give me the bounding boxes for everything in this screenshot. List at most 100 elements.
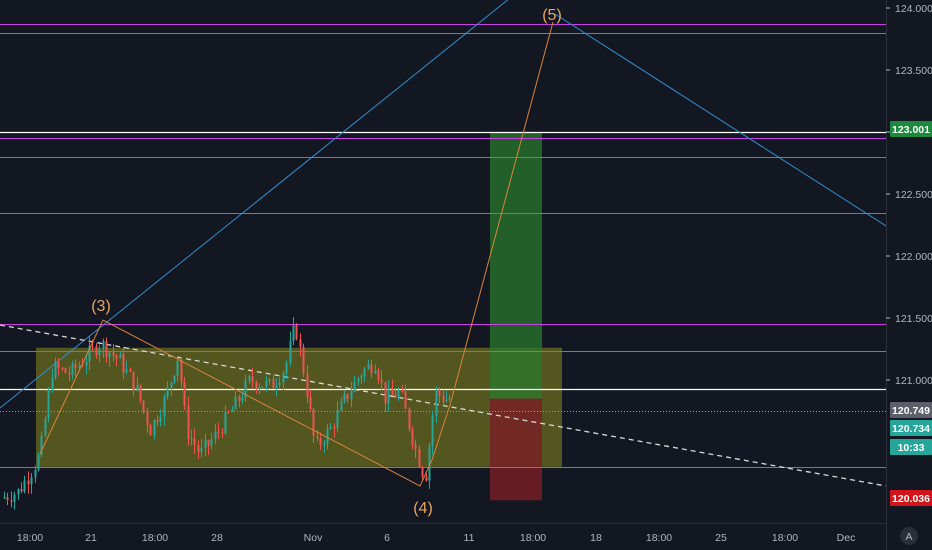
candle-body [156, 420, 159, 422]
plot-area: (3) (4) (5) [0, 0, 886, 517]
candle-body [421, 467, 424, 477]
candle-body [217, 431, 220, 433]
candle-body [438, 389, 441, 396]
candle-body [10, 500, 13, 502]
price-tag-label: 120.749 [892, 405, 930, 417]
candle-body [397, 390, 400, 398]
candle-body [180, 360, 183, 383]
candle-body [163, 396, 166, 417]
time-tick-label: Nov [304, 532, 323, 544]
candle-body [54, 361, 57, 378]
candle-body [146, 410, 149, 426]
candle-body [282, 373, 285, 383]
candle-body [125, 369, 128, 373]
price-tag [890, 439, 932, 455]
candle-body [115, 355, 118, 359]
wave-label: (4) [413, 500, 433, 517]
candle-body [27, 480, 30, 485]
candle-body [380, 379, 383, 383]
candle-body [98, 348, 101, 356]
candle-body [136, 385, 139, 391]
candle-body [353, 381, 356, 392]
candle-body [346, 393, 349, 400]
candle-body [360, 376, 363, 379]
price-tick-label: 124.000 [895, 3, 932, 15]
candle-body [289, 340, 292, 363]
candle-body [244, 380, 247, 398]
candle-body [418, 448, 421, 468]
candle-body [312, 409, 315, 436]
candle-body [445, 399, 448, 402]
candle-body [401, 390, 404, 392]
candle-body [153, 420, 156, 436]
candle-body [329, 426, 332, 430]
candle-body [363, 368, 366, 377]
candle-body [234, 396, 237, 410]
wave-label: (5) [542, 7, 562, 24]
time-tick-label: 28 [211, 532, 223, 544]
candle-body [265, 380, 268, 387]
candle-body [112, 352, 115, 356]
price-tag [890, 420, 932, 436]
candle-body [187, 405, 190, 440]
candle-body [207, 440, 210, 446]
candle-body [340, 401, 343, 411]
candle-body [302, 347, 305, 374]
candle-body [367, 364, 370, 369]
candle-body [299, 339, 302, 348]
candle-body [350, 391, 353, 400]
time-tick-label: 11 [464, 532, 475, 544]
time-tick-label: 18:00 [142, 532, 168, 544]
trend-line [0, 0, 509, 409]
candle-body [227, 411, 230, 413]
candle-body [231, 409, 234, 412]
candle-body [428, 445, 431, 481]
candle-body [333, 426, 336, 428]
candle-body [323, 444, 326, 446]
candle-body [17, 489, 20, 495]
price-tag-label: 120.036 [892, 493, 930, 505]
price-tick-label: 122.500 [895, 189, 932, 201]
auto-scale-button[interactable] [900, 527, 918, 545]
candle-body [91, 346, 94, 348]
candle-body [37, 455, 40, 470]
candle-body [374, 370, 377, 374]
candle-body [448, 398, 451, 400]
candle-body [139, 385, 142, 401]
price-tag-label: 120.734 [892, 423, 930, 435]
candle-body [278, 382, 281, 386]
candle-body [248, 376, 251, 381]
candle-body [64, 368, 67, 374]
target-zone [490, 132, 542, 399]
candle-body [166, 387, 169, 397]
price-tag [890, 490, 932, 506]
candle-body [149, 425, 152, 436]
price-tick-label: 121.500 [895, 313, 932, 325]
candle-body [377, 370, 380, 380]
candle-body [309, 396, 312, 410]
candle-body [425, 476, 428, 481]
candle-body [132, 371, 135, 391]
candle-body [292, 325, 295, 341]
trend-line [554, 13, 886, 227]
candle-body [391, 388, 394, 395]
candle-body [275, 385, 278, 388]
candle-body [13, 494, 16, 502]
candle-body [68, 373, 71, 375]
candle-body [170, 382, 173, 388]
candle-body [122, 354, 125, 373]
candle-body [190, 438, 193, 440]
candle-body [255, 382, 258, 389]
auto-scale-label[interactable]: A [905, 531, 912, 543]
price-tag [890, 121, 932, 137]
price-tag [890, 402, 932, 418]
candle-body [105, 341, 108, 357]
candle-body [102, 341, 105, 349]
time-tick-label: 18:00 [646, 532, 672, 544]
candle-body [74, 363, 77, 369]
time-tick-label: 21 [85, 532, 97, 544]
candle-body [61, 368, 64, 370]
candle-body [57, 361, 60, 369]
